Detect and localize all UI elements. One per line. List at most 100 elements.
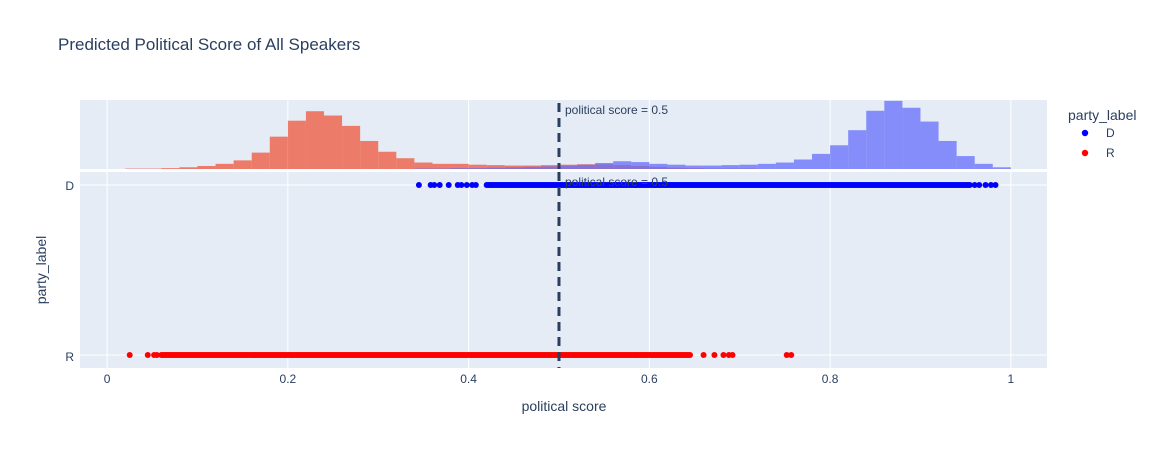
histogram-bar-d	[649, 163, 668, 169]
strip-point-d	[431, 182, 438, 188]
strip-plot-area	[80, 172, 1047, 368]
histogram-bar-d	[577, 164, 596, 169]
strip-point-d	[971, 182, 978, 188]
strip-point-r	[126, 352, 133, 358]
strip-point-d	[436, 182, 443, 188]
histogram-bar-r	[432, 163, 451, 169]
reference-line-label-top: political score = 0.5	[565, 103, 668, 117]
histogram-bar-r	[233, 160, 252, 169]
histogram-bar-r	[396, 158, 415, 169]
reference-line-label-main: political score = 0.5	[565, 175, 668, 189]
histogram-bar-r	[342, 125, 361, 169]
x-tick-label: 0.2	[280, 372, 297, 386]
x-tick-label: 0	[104, 372, 111, 386]
histogram-bar-r	[287, 120, 306, 169]
histogram-bar-d	[956, 156, 975, 169]
histogram-bar-d	[974, 163, 993, 169]
histogram-bar-d	[613, 161, 632, 169]
x-tick-label: 0.8	[822, 372, 839, 386]
strip-point-r	[720, 352, 727, 358]
y-axis-label: party_label	[33, 236, 49, 305]
y-tick-d: D	[65, 179, 74, 193]
legend-title: party_label	[1068, 107, 1137, 123]
histogram-bar-r	[360, 140, 379, 169]
histogram-bar-r	[378, 151, 397, 169]
x-tick-label: 1	[1008, 372, 1015, 386]
histogram-bar-d	[522, 166, 541, 169]
histogram-bar-d	[884, 100, 903, 169]
histogram-bar-d	[938, 140, 957, 169]
histogram-bar-d	[866, 110, 885, 169]
histogram-bar-d	[504, 167, 523, 169]
legend-item-r[interactable]: R	[1081, 146, 1115, 160]
histogram-bar-d	[992, 167, 1011, 169]
histogram-bar-r	[161, 168, 180, 169]
histogram-bar-d	[468, 168, 487, 169]
strip-point-r	[153, 352, 160, 358]
histogram-bar-r	[324, 115, 343, 169]
strip-point-d	[458, 182, 465, 188]
histogram-bar-d	[631, 162, 650, 169]
strip-point-r	[711, 352, 718, 358]
histogram-bar-d	[775, 162, 794, 169]
legend-marker-d	[1081, 129, 1089, 137]
legend-marker-r	[1081, 149, 1089, 157]
legend-item-d[interactable]: D	[1081, 126, 1115, 140]
histogram-bar-r	[197, 165, 216, 169]
histogram-bar-r	[215, 163, 234, 169]
histogram-bar-d	[739, 164, 758, 169]
strip-point-r	[687, 352, 694, 358]
histogram-bar-d	[830, 145, 849, 169]
histogram-bar-r	[414, 162, 433, 169]
histogram-bar-r	[450, 163, 469, 169]
histogram-bar-r	[269, 136, 288, 169]
strip-point-d	[445, 182, 452, 188]
strip-point-d	[966, 182, 973, 188]
histogram-bar-r	[305, 111, 325, 169]
histogram-bar-d	[703, 165, 722, 169]
legend: party_label D R	[1068, 107, 1137, 160]
histogram-bar-d	[540, 166, 559, 169]
histogram-bar-d	[920, 121, 939, 169]
histogram-bar-d	[595, 162, 614, 169]
histogram-bar-d	[685, 165, 704, 169]
histogram-bars	[125, 100, 1011, 169]
histogram-bar-r	[179, 167, 198, 169]
histogram-bar-d	[486, 167, 505, 169]
histogram-bar-d	[757, 163, 776, 169]
strip-point-d	[415, 182, 422, 188]
strip-point-d	[472, 182, 479, 188]
strip-point-r	[729, 352, 736, 358]
histogram-bar-d	[902, 107, 921, 169]
histogram-bar-r	[486, 165, 505, 169]
histogram-bar-d	[667, 164, 686, 169]
histogram-bar-d	[848, 130, 867, 169]
y-tick-r: R	[65, 350, 74, 364]
strip-point-r	[700, 352, 707, 358]
histogram-bar-d	[793, 159, 813, 169]
strip-point-r	[783, 352, 790, 358]
strip-point-d	[982, 182, 989, 188]
histogram-bar-r	[468, 164, 487, 169]
strip-point-d	[463, 182, 470, 188]
histogram-bar-d	[450, 168, 469, 169]
x-tick-label: 0.4	[460, 372, 477, 386]
strip-point-d	[992, 182, 999, 188]
histogram-bar-d	[558, 165, 578, 169]
legend-label-r: R	[1106, 146, 1115, 160]
strip-point-d	[976, 182, 983, 188]
strip-points	[126, 182, 999, 358]
histogram-bar-d	[812, 153, 831, 169]
reference-line: political score = 0.5 political score = 0…	[557, 103, 668, 368]
strip-point-r	[788, 352, 795, 358]
strip-point-d	[987, 182, 994, 188]
histogram-bar-d	[721, 165, 740, 169]
legend-label-d: D	[1106, 126, 1115, 140]
x-axis-ticks: 0 0.2 0.4 0.6 0.8 1	[104, 372, 1015, 386]
histogram-bar-r	[251, 152, 270, 169]
strip-point-r	[144, 352, 151, 358]
chart-title: Predicted Political Score of All Speaker…	[58, 35, 360, 54]
x-axis-label: political score	[522, 398, 607, 414]
x-tick-label: 0.6	[641, 372, 658, 386]
